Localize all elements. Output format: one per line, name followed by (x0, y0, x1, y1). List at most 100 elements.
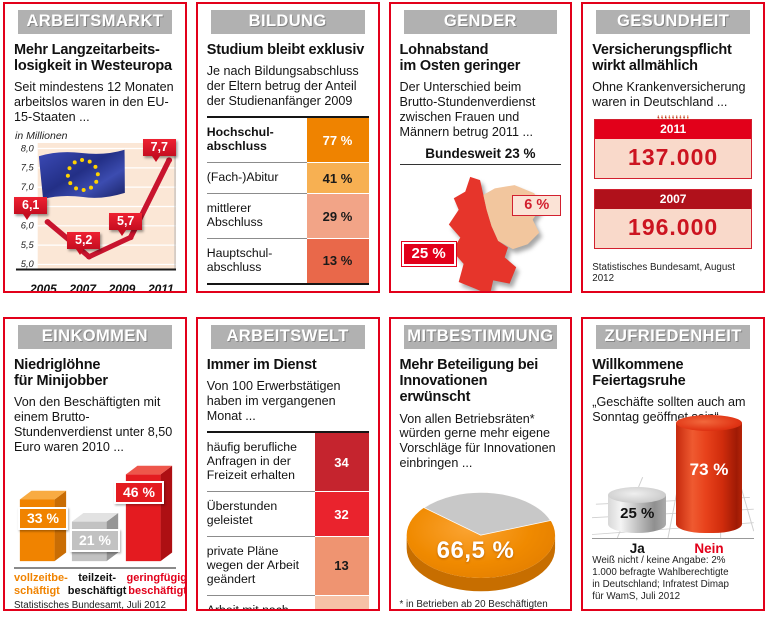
map-region-west (448, 177, 516, 291)
x-axis-label: 2005 (30, 281, 57, 293)
svg-text:5,5: 5,5 (21, 240, 35, 250)
row-value: 13 % (306, 238, 369, 283)
title-line: Innovationen erwünscht (399, 373, 488, 406)
panel-title: Studium bleibt exklusiv (206, 42, 365, 58)
table-row: Arbeit mit nach Hause genommen 12 (206, 595, 369, 611)
panel-header: ARBEITSMARKT (18, 10, 172, 34)
pie-chart: 66,5 % (400, 480, 562, 599)
source-note: Statistisches Bundesamt, August 2012 (592, 261, 735, 285)
cylinder-bar-ja (608, 486, 667, 533)
bar-value-label: 46 % (114, 481, 164, 505)
panel-mitbestimmung: MITBESTIMMUNG Mehr Beteiligung bei Innov… (388, 317, 573, 611)
data-table: Hochschul-abschluss 77 % (Fach-)Abitur 4… (206, 116, 369, 285)
map-value-west: 25 % (400, 240, 457, 267)
row-value: 12 (314, 595, 369, 609)
panel-header: BILDUNG (210, 10, 365, 34)
map-value-east: 6 % (512, 195, 562, 216)
panel-header: EINKOMMEN (18, 325, 172, 349)
panel-title: Lohnabstand im Osten geringer (400, 42, 562, 74)
bar-value-label: 25 % (620, 504, 655, 522)
title-line: Willkommene (592, 357, 684, 373)
row-value: 77 % (306, 118, 369, 163)
title-line: Versicherungspflicht (592, 42, 732, 58)
panel-title: Niedriglöhne für Minijobber (14, 357, 176, 389)
pie-chart-svg (406, 491, 555, 591)
row-label: private Pläne wegen der Arbeit geändert (206, 537, 315, 596)
cylinder-top (676, 414, 742, 431)
panel-bildung: BILDUNG Studium bleibt exklusiv Je nach … (195, 2, 380, 293)
title-line: Feiertagsruhe (592, 373, 686, 390)
data-table: häufig berufliche Anfragen in der Freize… (206, 431, 369, 611)
table-row: mittlerer Abschluss 29 % (206, 194, 369, 239)
panel-intro: Von allen Betriebsräten* würden gerne me… (399, 411, 556, 470)
title-line: Niedriglöhne (14, 357, 101, 373)
panel-intro: „Geschäfte sollten auch am Sonntag geöff… (592, 395, 746, 425)
svg-text:6,0: 6,0 (21, 221, 34, 231)
title-line: im Osten geringer (399, 58, 521, 75)
row-label: Arbeit mit nach Hause genommen (206, 602, 289, 611)
divider (399, 164, 562, 166)
line-chart-svg: 8,07,57,06,56,05,55,0 (15, 142, 177, 271)
panel-gender: GENDER Lohnabstand im Osten geringer Der… (388, 2, 573, 293)
panel-title: Mehr Langzeitarbeits- losigkeit in Weste… (14, 42, 176, 74)
source-note: Statistisches Bundesamt, Juli 2012 (14, 600, 166, 611)
panel-title: Immer im Dienst (206, 357, 317, 373)
data-point-label: 7,7 (142, 138, 176, 162)
x-axis-label: 2011 (147, 281, 174, 293)
x-axis-label: 2009 (108, 281, 136, 293)
panel-title: Versicherungspflicht wirkt allmählich (592, 42, 754, 74)
stat-value: 137.000 (595, 138, 751, 178)
stat-block-2011: 2011 137.000 (594, 118, 752, 179)
row-label: Hochschul-abschluss (206, 118, 307, 164)
footnote: Weiß nicht / keine Angabe: 2% 1.000 befr… (592, 555, 729, 603)
cylinder-bar-nein (676, 414, 742, 533)
data-point-label: 6,1 (14, 196, 48, 220)
row-label: Überstunden geleistet (206, 492, 315, 537)
title-line: Mehr Langzeitarbeits- (14, 42, 160, 58)
panel-arbeitsmarkt: ARBEITSMARKT Mehr Langzeitarbeits- losig… (3, 2, 187, 293)
eu-flag-icon (38, 148, 128, 205)
germany-map: 25 % 6 % (400, 167, 562, 291)
panel-arbeitswelt: ARBEITSWELT Immer im Dienst Von 100 Erwe… (195, 317, 380, 611)
svg-text:5,0: 5,0 (21, 259, 34, 269)
table-row: Hochschul-abschluss 77 % (206, 118, 369, 164)
table-row: Überstunden geleistet 32 (206, 492, 369, 537)
panel-intro: Ohne Krankenversicherung waren in Deutsc… (592, 80, 746, 110)
axis-unit-label: in Millionen (15, 129, 68, 142)
panel-header: GESUNDHEIT (596, 10, 750, 34)
bar-value-label: 73 % (689, 459, 729, 479)
table-row: private Pläne wegen der Arbeit geändert … (206, 536, 369, 596)
category-label-ja: Ja (629, 540, 645, 556)
bar-chart-3d: 33 % 21 % 46 % (14, 459, 178, 565)
panel-header: GENDER (403, 10, 558, 34)
bar-category-labels: Ja Nein (592, 540, 754, 556)
data-point-label: 5,2 (67, 231, 101, 255)
panel-header: ARBEITSWELT (210, 325, 365, 349)
footnote: * in Betrieben ab 20 Beschäftigten WSI-B… (399, 598, 548, 610)
svg-text:7,0: 7,0 (21, 182, 34, 192)
panel-intro: Je nach Bildungsabschluss der Eltern bet… (206, 64, 359, 108)
panel-intro: Von 100 Erwerbstätigen haben im vergange… (206, 379, 341, 423)
row-value: 32 (314, 492, 369, 536)
title-line: Mehr Beteiligung bei (399, 357, 539, 373)
table-row: Hauptschul-abschluss 13 % (207, 238, 369, 283)
line-chart: 8,07,57,06,56,05,55,0 6,1 5,2 5,7 7,7 (14, 138, 178, 281)
stat-year: 2007 (595, 189, 751, 209)
category-label: geringfügig beschäftigt (126, 572, 187, 597)
row-value: 34 (314, 433, 369, 492)
source-note: Deutsches Institut für Internationale Pä… (207, 291, 369, 292)
panel-title: Willkommene Feiertagsruhe (592, 357, 754, 389)
row-value: 13 (314, 536, 369, 595)
title-line: wirkt allmählich (592, 58, 698, 75)
stat-year: 2011 (595, 119, 751, 139)
category-label: vollzeitbe- schäftigt (14, 572, 68, 597)
category-label-nein: Nein (694, 540, 724, 556)
table-row: häufig berufliche Anfragen in der Freize… (206, 433, 369, 493)
panel-zufriedenheit: ZUFRIEDENHEIT Willkommene Feiertagsruhe … (581, 317, 765, 611)
category-label: teilzeit- beschäftigt (67, 572, 127, 597)
panel-einkommen: EINKOMMEN Niedriglöhne für Minijobber Vo… (3, 317, 187, 611)
pie-value-label: 66,5 % (436, 536, 515, 564)
germany-map-svg (448, 177, 541, 291)
panel-intro: Der Unterschied beim Brutto-Stundenverdi… (399, 80, 536, 139)
